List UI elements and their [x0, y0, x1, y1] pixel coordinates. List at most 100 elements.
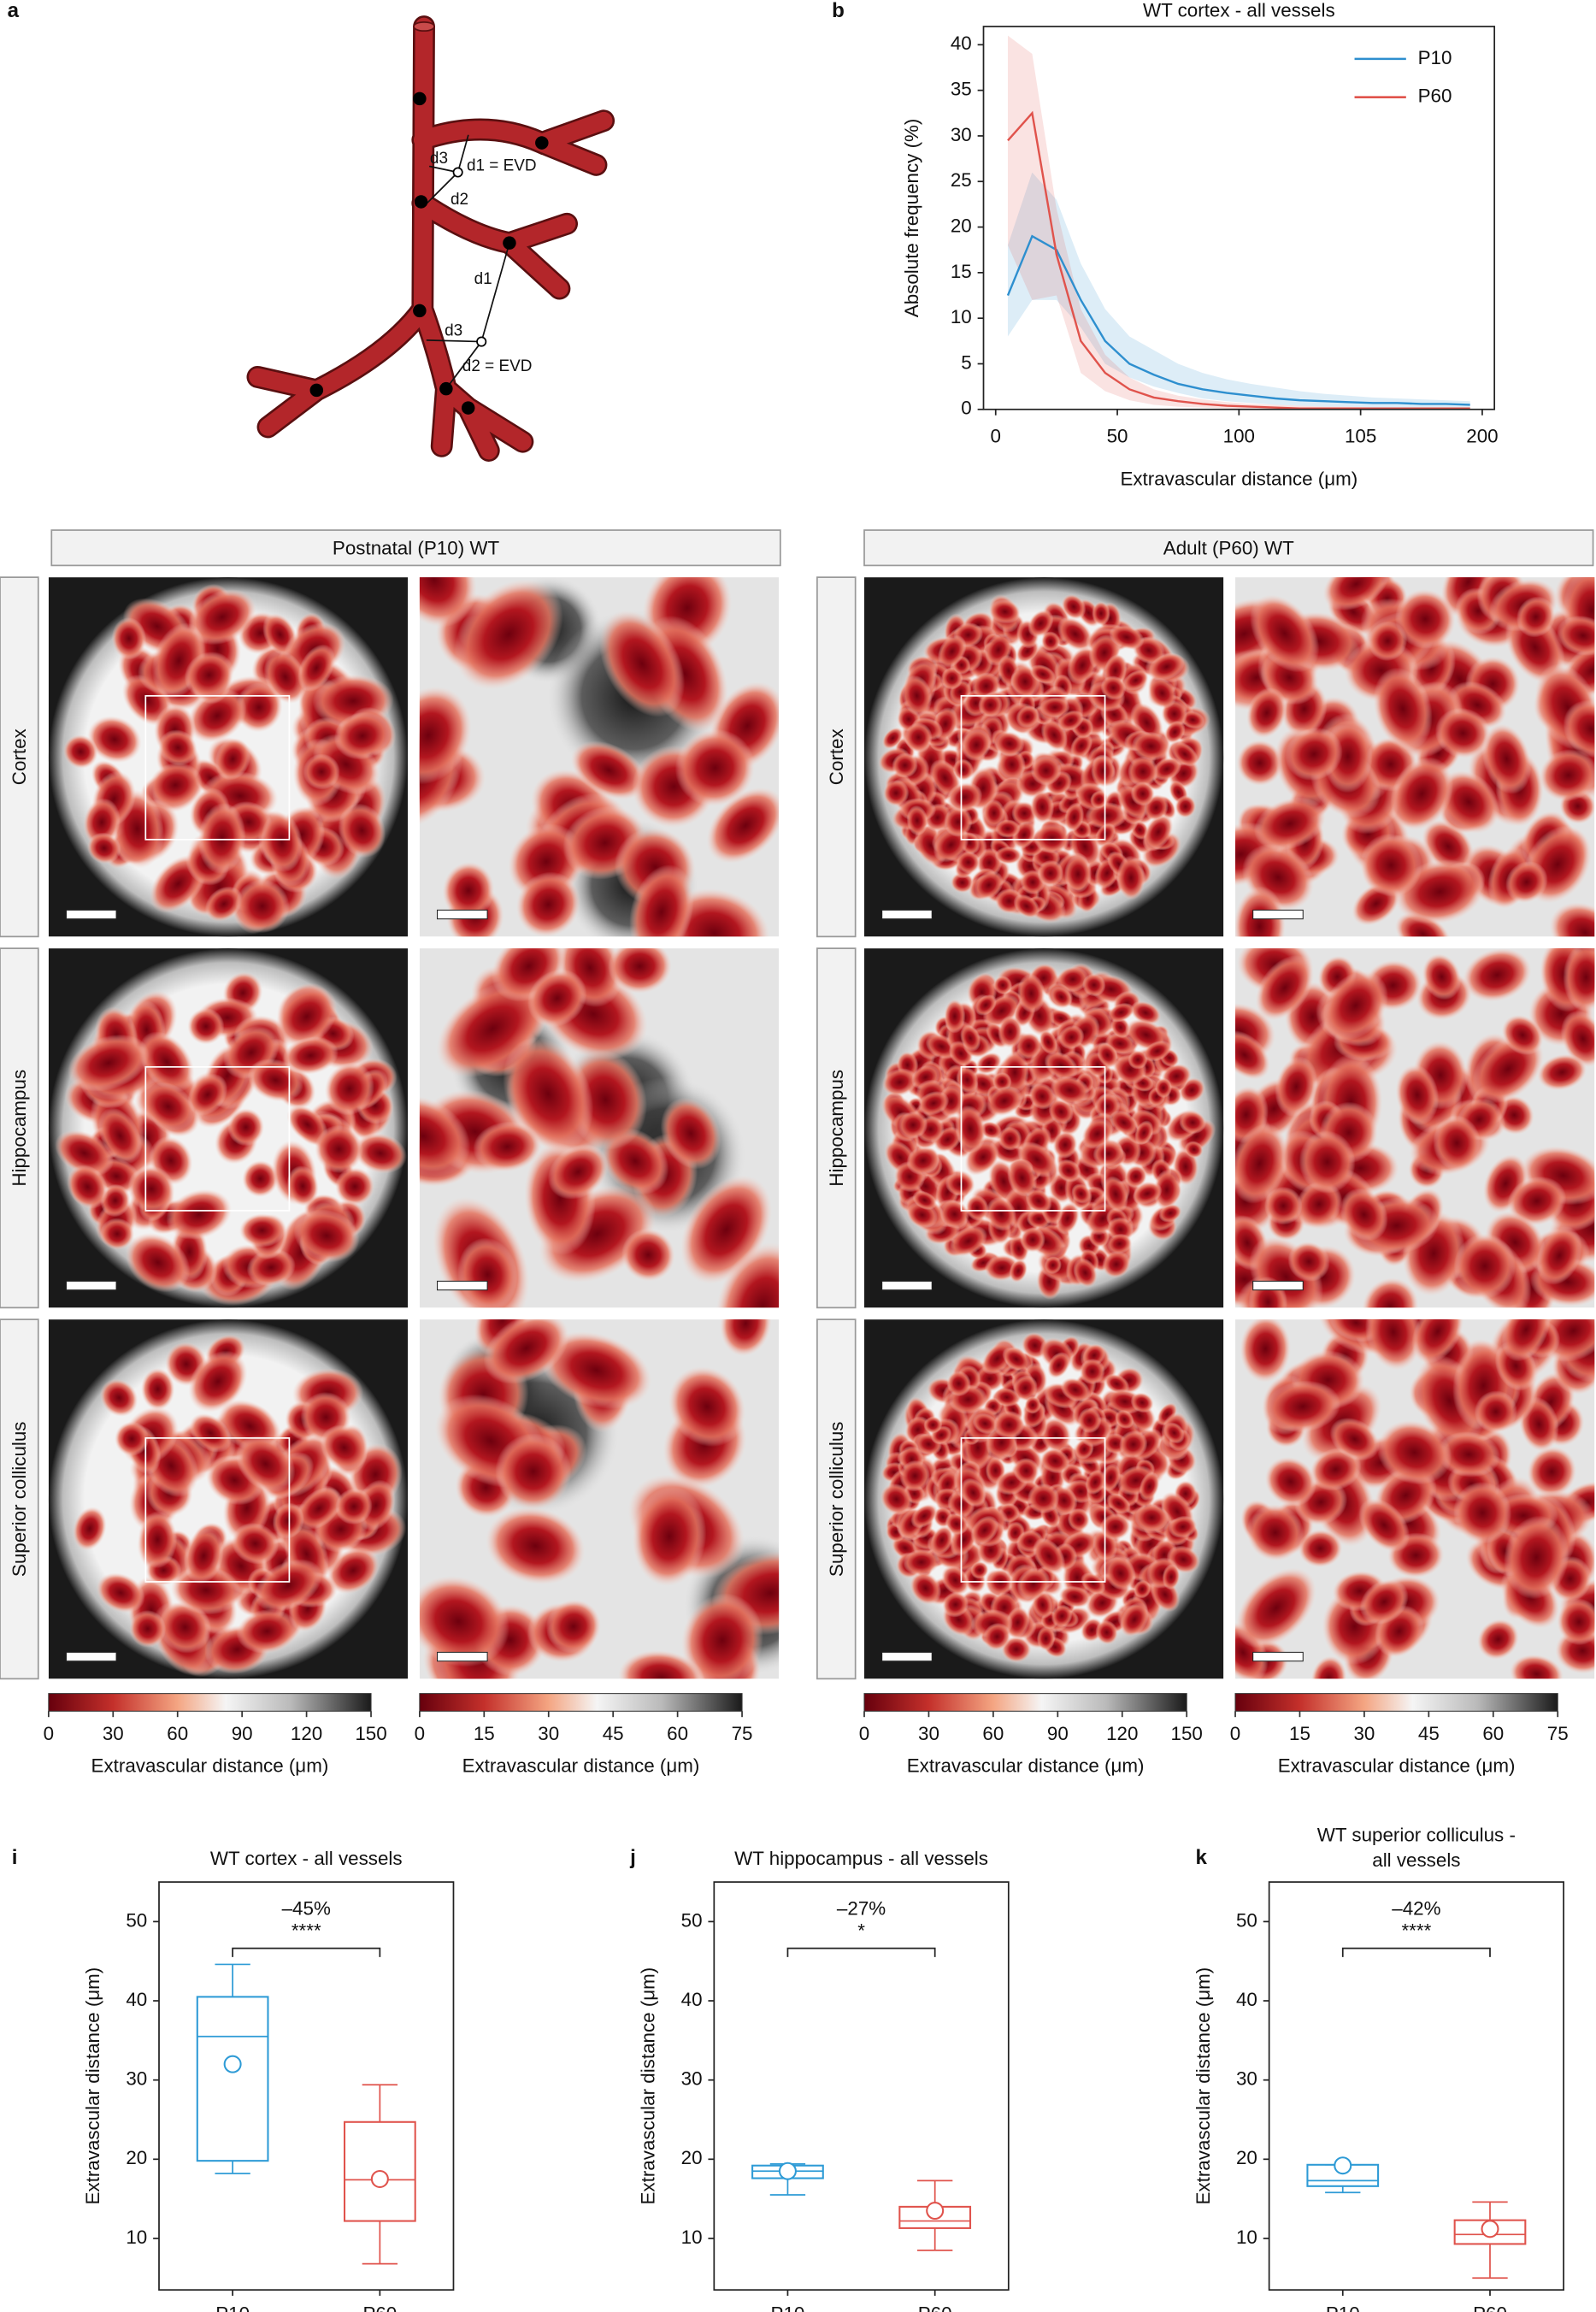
vessel-blob: [1024, 1395, 1041, 1414]
vessel-blob: [1071, 1183, 1091, 1205]
y-tick-label: 30: [1236, 2068, 1257, 2090]
vessel-blob: [83, 798, 121, 846]
vessel-blob: [1057, 710, 1084, 731]
vessel-blob: [188, 1350, 248, 1413]
y-tick-label: 50: [126, 1909, 147, 1931]
vessel-blob: [1184, 1141, 1204, 1159]
vessel-blob: [1474, 1390, 1517, 1433]
vessel-blob: [1134, 1579, 1151, 1599]
vessel-blob: [419, 1575, 510, 1667]
heatmap-image: [419, 577, 780, 937]
vessel-blob: [1100, 1463, 1121, 1492]
vessel-blob: [1539, 749, 1595, 802]
vessel-blob: [1040, 631, 1061, 652]
vessel-blob: [881, 727, 904, 750]
x-axis-label: Extravascular distance (μm): [1120, 468, 1357, 489]
row-label-box: [816, 947, 857, 1309]
vessel-blob: [1148, 652, 1185, 681]
vessel-blob: [978, 693, 1003, 717]
annotation: –42%: [1392, 1898, 1440, 1920]
image-content: [864, 948, 1224, 1308]
vessel-blob: [1119, 1430, 1148, 1459]
panel-letter: i: [12, 1846, 18, 1869]
vessel-blob: [1050, 986, 1072, 1008]
vessel-blob: [138, 1031, 195, 1093]
vessel-blob: [1246, 1504, 1304, 1561]
vessel-blob: [1287, 1242, 1330, 1282]
chart-title: all vessels: [1372, 1849, 1460, 1871]
vessel-blob: [881, 1068, 918, 1097]
box: [196, 1996, 269, 2162]
vessel-blob: [1134, 1503, 1169, 1532]
colorbar-tick-label: 60: [982, 1723, 1004, 1744]
vessel-blob: [1009, 1259, 1028, 1283]
vessel-blob: [1358, 1498, 1410, 1553]
y-tick-label: 20: [1236, 2147, 1257, 2168]
vessel-blob: [1012, 1375, 1038, 1401]
vessel-blob: [540, 1331, 652, 1409]
vessel-blob: [1368, 621, 1408, 662]
vessel-blob: [1079, 1358, 1105, 1385]
panel-letter: j: [629, 1846, 636, 1869]
vessel-blob: [1507, 1176, 1567, 1226]
mean-marker: [778, 2162, 797, 2180]
scale-bar: [65, 909, 117, 920]
vessel-blob: [1322, 577, 1390, 611]
inset-box: [144, 1065, 291, 1212]
vessel-blob: [527, 969, 587, 1028]
vessel-blob: [1322, 970, 1388, 1041]
vessel-blob: [706, 787, 780, 864]
chart-title: WT cortex - all vessels: [210, 1848, 403, 1869]
vessel-blob: [1115, 1409, 1134, 1430]
vessel-blob: [975, 1052, 1003, 1075]
vessel-blob: [917, 1091, 950, 1116]
vessel-blob: [227, 1108, 265, 1147]
row-label-box: [816, 1318, 857, 1680]
x-tick-label: 100: [1223, 425, 1255, 446]
vessel-blob: [236, 1435, 296, 1493]
vessel-blob: [1092, 1141, 1124, 1166]
annotation: –27%: [837, 1898, 886, 1920]
vessel-blob: [1063, 855, 1092, 894]
vessel-blob: [1537, 1053, 1587, 1091]
vessel-blob: [1132, 1183, 1163, 1205]
vessel-blob: [419, 686, 472, 785]
vessel-blob: [923, 1416, 943, 1434]
vessel-blob: [1516, 596, 1556, 638]
vessel-blob: [1373, 667, 1433, 751]
vessel-blob: [1013, 1457, 1039, 1484]
y-tick-label: 50: [681, 1909, 703, 1931]
row-label: Superior colliculus: [826, 1422, 847, 1578]
heatmap-image: [48, 1319, 409, 1679]
scale-bar: [437, 1651, 488, 1662]
vessel-blob: [261, 811, 303, 873]
vessel-blob: [994, 731, 1025, 757]
diagram-label: d2 = EVD: [462, 357, 533, 375]
colorbar-tick-label: 75: [732, 1723, 753, 1744]
vessel-blob: [1028, 1082, 1056, 1110]
vessel-blob: [254, 1559, 322, 1613]
vessel-blob: [944, 999, 966, 1034]
x-tick-label: P60: [362, 2303, 397, 2312]
vessel-blob: [1102, 1250, 1131, 1278]
vessel-blob: [1106, 1233, 1133, 1254]
vessel-blob: [187, 1073, 228, 1116]
vessel-blob: [912, 1190, 937, 1211]
vessel-blob: [1067, 1507, 1091, 1531]
vessel-blob: [100, 1218, 135, 1250]
y-tick-label: 15: [951, 261, 972, 282]
y-axis-label: Absolute frequency (%): [901, 119, 922, 318]
vessel-blob: [993, 1388, 1020, 1407]
heatmap-image: [1235, 577, 1595, 937]
vessel-blob: [1061, 593, 1087, 620]
inset-box: [960, 1065, 1106, 1212]
vessel-blob: [974, 870, 1004, 899]
scale-bar: [1252, 909, 1304, 920]
vessel-blob: [353, 1133, 408, 1174]
significance-bracket: [1341, 1947, 1491, 1957]
colorbar-label: Extravascular distance (μm): [91, 1755, 329, 1777]
vessel-blob: [1236, 740, 1283, 787]
colorbar-tick-label: 30: [103, 1723, 124, 1744]
vessel-blob: [1116, 855, 1145, 900]
